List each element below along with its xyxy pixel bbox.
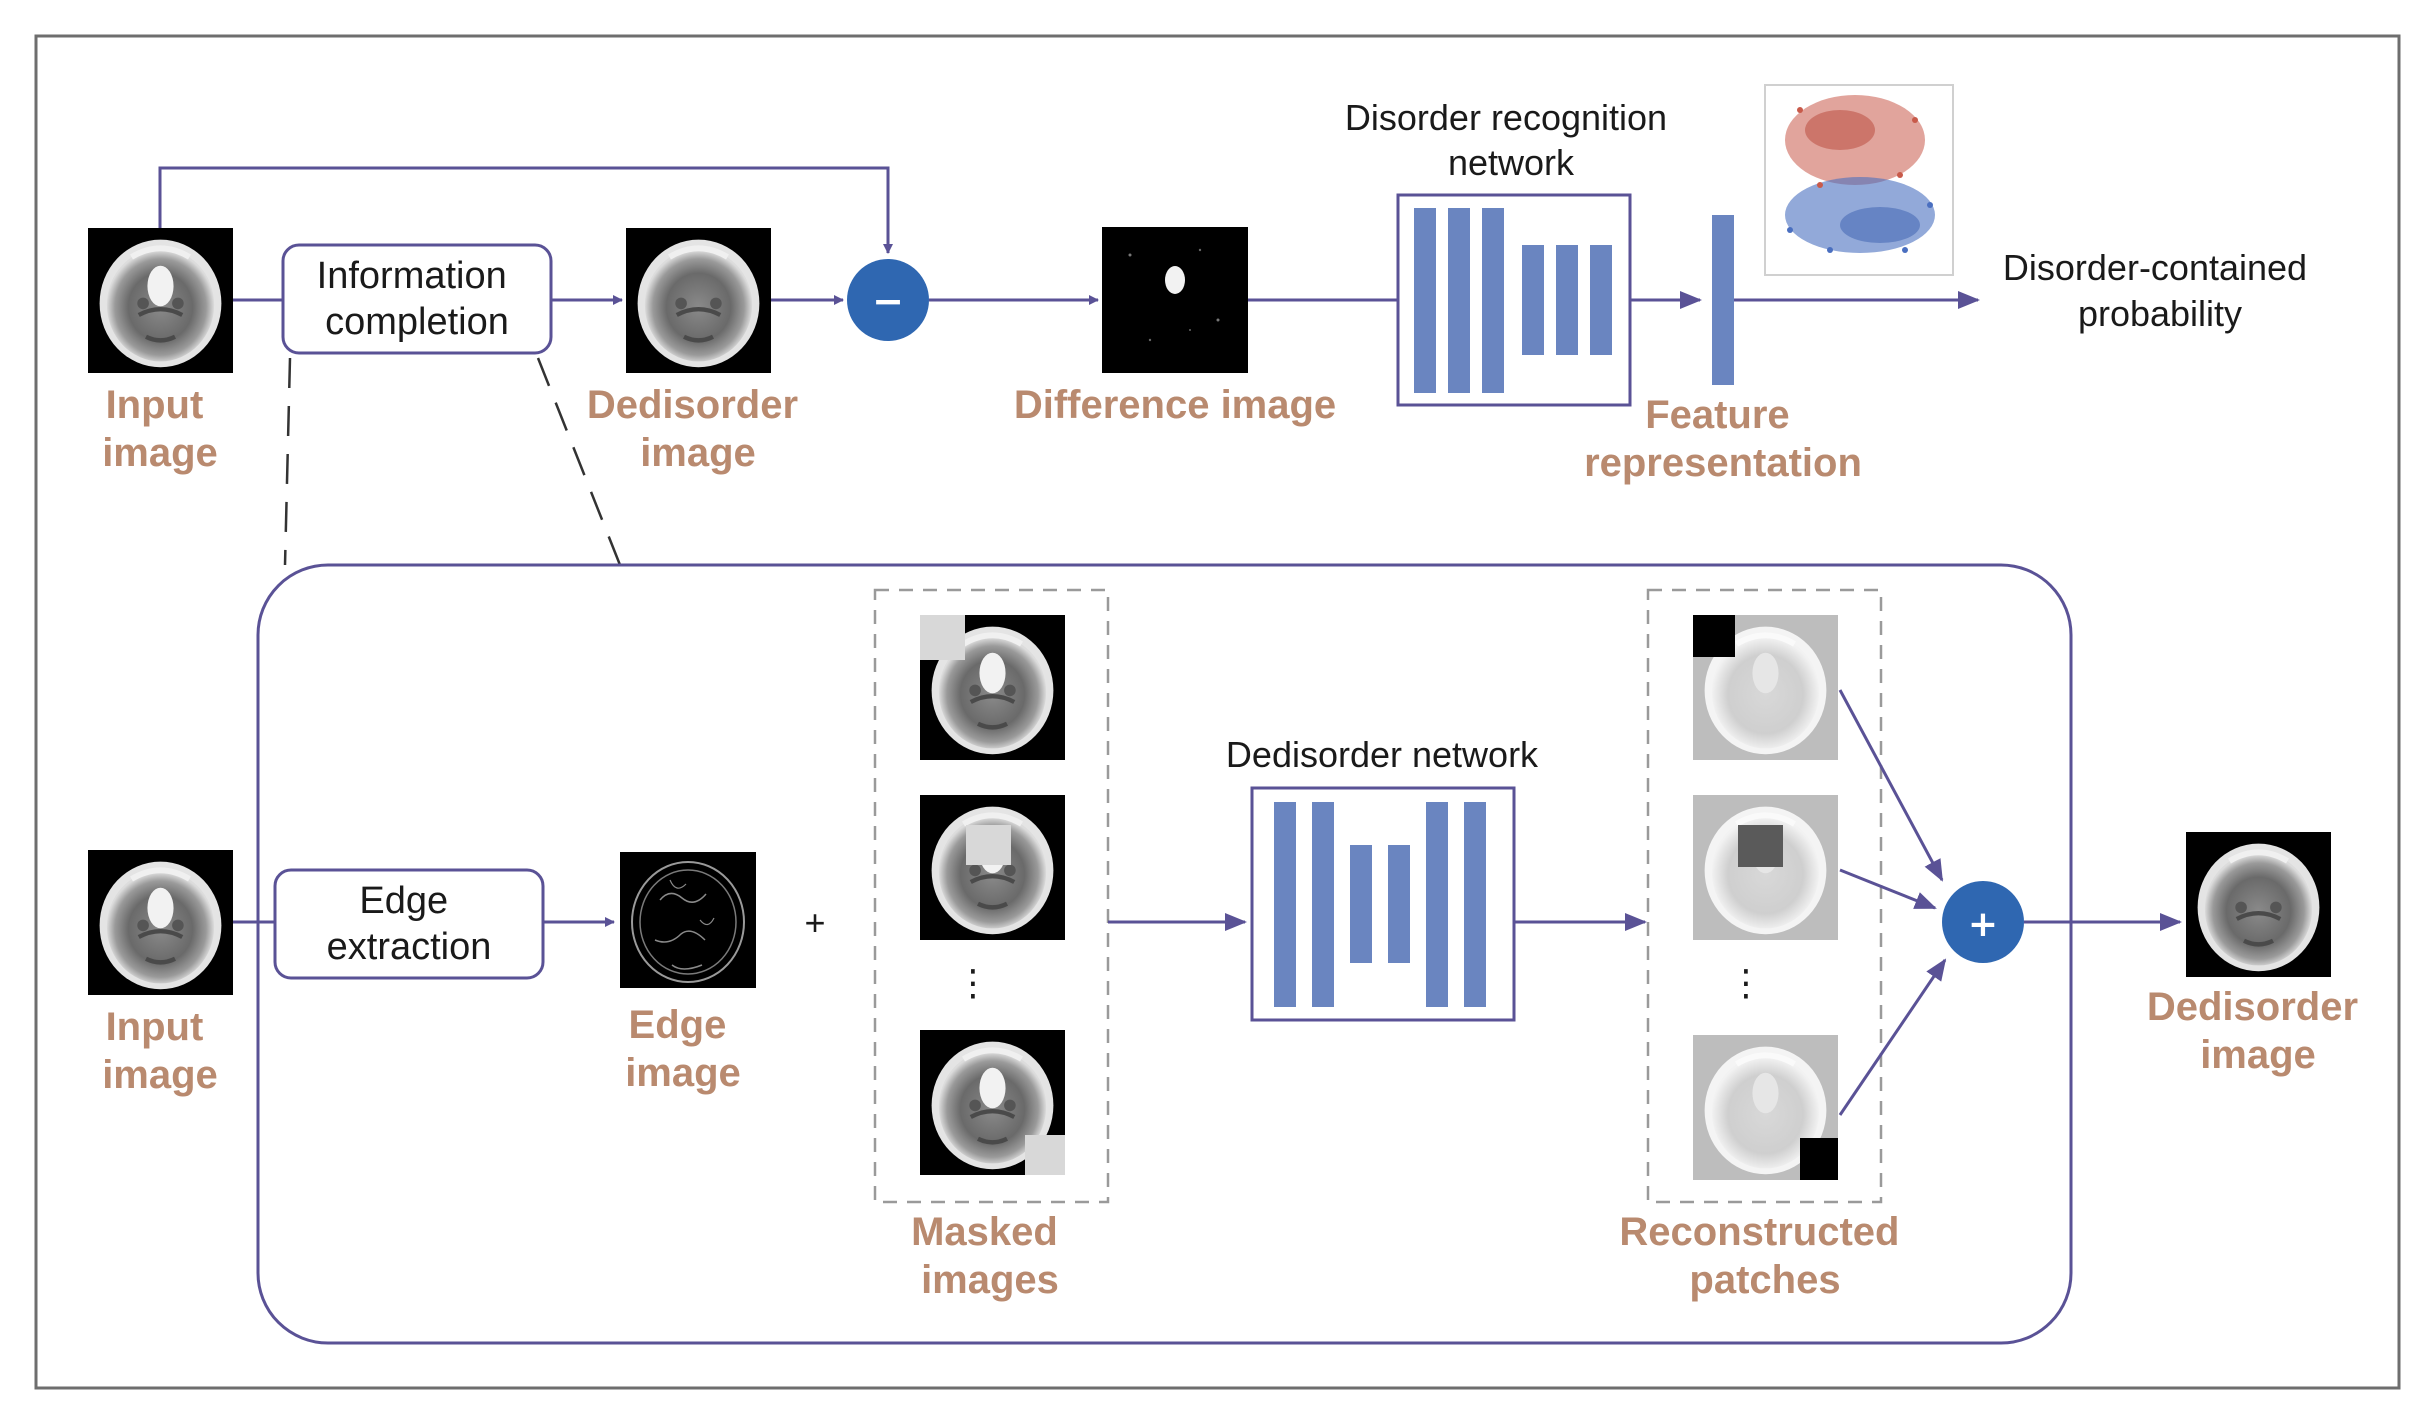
brain-ct-icon [1693, 795, 1838, 940]
difference-image [1102, 227, 1248, 373]
masked-image-2 [920, 795, 1065, 940]
bottom-dedisorder-image [2186, 832, 2331, 977]
reconstructed-patches-group [1646, 588, 1883, 1204]
reconstructed-patch-1 [1693, 615, 1838, 760]
masked-image-3 [920, 1030, 1065, 1175]
feature-representation-label: Feature representation [1584, 393, 1862, 485]
edge-extraction-text: Edge extraction [327, 880, 492, 968]
reconstructed-patches-label: Reconstructed patches [1619, 1210, 1910, 1302]
top-input-image [88, 228, 233, 373]
zoom-line-right [536, 357, 622, 566]
masked-image-1 [920, 615, 1065, 760]
tsne-scatter-plot [1764, 84, 1954, 276]
add-operator [1942, 881, 2024, 963]
top-dedisorder-image [626, 228, 771, 373]
brain-ct-icon [88, 850, 233, 995]
disorder-probability-label: Disorder-contained probability [2003, 247, 2317, 334]
bottom-input-label: Input image [102, 1005, 218, 1097]
bottom-dedisorder-label: Dedisorder image [2147, 985, 2369, 1077]
recognition-network-layers [1414, 208, 1612, 393]
recognition-network-title: Disorder recognition network [1345, 97, 1677, 183]
information-completion-text: Information completion [317, 255, 518, 343]
zoom-line-left [283, 357, 292, 566]
information-completion-module [256, 563, 2073, 1345]
edge-extraction-box [273, 868, 545, 980]
arrow-patch3-to-add [1838, 958, 1947, 1116]
masked-images-label: Masked images [911, 1210, 1069, 1302]
difference-image-label: Difference image [1014, 383, 1336, 427]
edge-image-label: Edge image [625, 1003, 741, 1095]
reconstructed-patch-3 [1693, 1035, 1838, 1180]
add-symbol: + [1968, 904, 1998, 945]
subtract-operator [847, 259, 929, 341]
masked-ellipsis: ⋮ [955, 962, 991, 1003]
reconstructed-patch-2 [1693, 795, 1838, 940]
bottom-input-image [88, 850, 233, 995]
feature-vector [1712, 215, 1734, 385]
masked-images-group [873, 588, 1110, 1204]
arrow-patch2-to-add [1839, 868, 1937, 910]
patches-ellipsis: ⋮ [1728, 962, 1764, 1003]
subtract-symbol: − [872, 279, 904, 323]
brain-ct-icon [920, 795, 1065, 940]
tsne-scatter-icon [1785, 95, 1935, 253]
brain-ct-icon [88, 228, 233, 373]
dedisorder-network-title: Dedisorder network [1226, 734, 1539, 775]
brain-ct-icon [626, 228, 771, 373]
arrow-patch1-to-add [1838, 689, 1944, 882]
skip-connection-arrow [158, 166, 893, 254]
brain-ct-icon [2186, 832, 2331, 977]
top-dedisorder-label: Dedisorder image [587, 383, 809, 475]
dedisorder-network-layers [1274, 802, 1486, 1007]
edge-image [620, 852, 756, 988]
top-input-label: Input image [102, 383, 218, 475]
outer-frame [34, 34, 2401, 1390]
plus-sign: + [804, 902, 825, 943]
